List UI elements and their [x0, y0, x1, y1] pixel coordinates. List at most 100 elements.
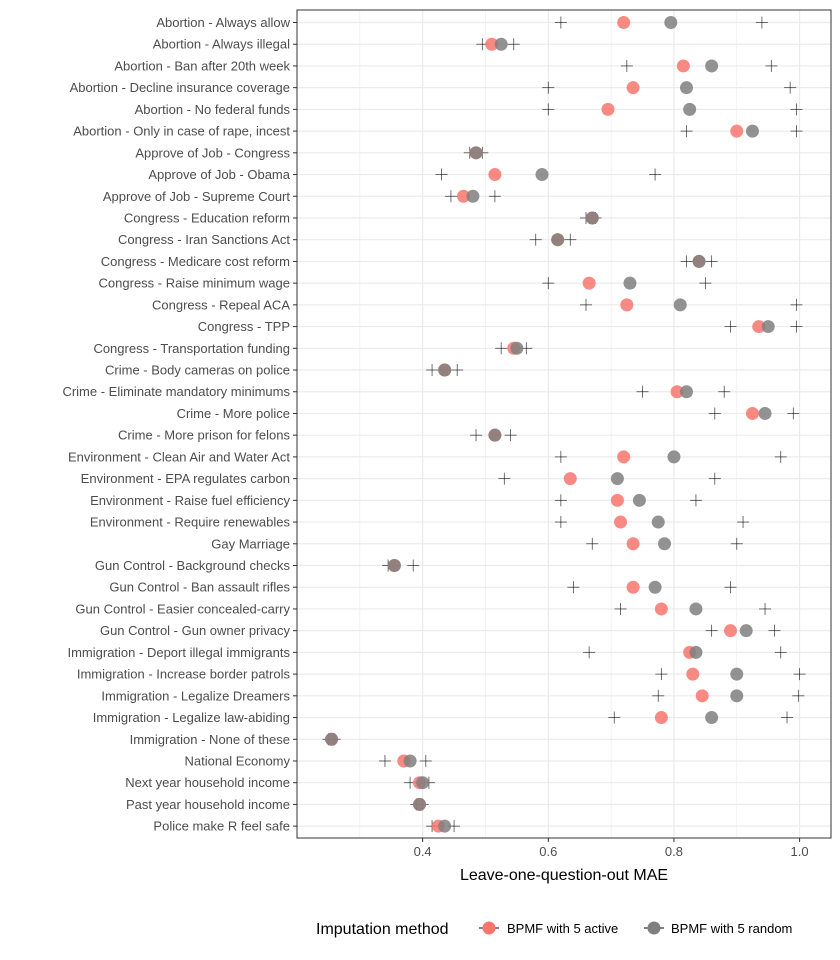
y-tick-label: Abortion - Always illegal — [153, 37, 290, 52]
y-tick-label: Next year household income — [125, 775, 290, 790]
range-low-marker — [554, 516, 567, 529]
random-point — [680, 385, 694, 399]
active-point — [626, 580, 640, 594]
random-point — [739, 624, 753, 638]
y-axis: Abortion - Always allow Abortion - Always… — [62, 15, 297, 834]
random-point — [730, 667, 744, 681]
active-point — [670, 385, 684, 399]
range-low-marker — [652, 689, 665, 702]
random-point — [667, 450, 681, 464]
range-low-marker — [636, 385, 649, 398]
random-point — [403, 754, 417, 768]
active-point — [676, 59, 690, 73]
random-point — [651, 515, 665, 529]
y-tick-label: Immigration - Increase border patrols — [77, 667, 291, 682]
y-tick-label: National Economy — [185, 753, 291, 768]
y-tick-label: Immigration - Legalize Dreamers — [101, 688, 290, 703]
range-high-marker — [790, 320, 803, 333]
y-tick-label: Abortion - Always allow — [156, 15, 290, 30]
random-point — [551, 233, 565, 247]
random-point — [488, 428, 502, 442]
range-high-marker — [724, 581, 737, 594]
range-low-marker — [542, 277, 555, 290]
random-point — [585, 211, 599, 225]
range-low-marker — [620, 59, 633, 72]
random-point — [438, 819, 452, 833]
range-low-marker — [614, 602, 627, 615]
random-point — [683, 102, 697, 116]
random-point — [680, 81, 694, 95]
random-point — [761, 320, 775, 334]
y-tick-label: Approve of Job - Obama — [148, 167, 290, 182]
range-high-marker — [759, 602, 772, 615]
active-point — [654, 602, 668, 616]
range-high-marker — [451, 364, 464, 377]
active-point — [601, 102, 615, 116]
random-point — [623, 276, 637, 290]
range-low-marker — [554, 450, 567, 463]
range-high-marker — [793, 668, 806, 681]
y-tick-label: Gun Control - Background checks — [95, 558, 291, 573]
range-high-marker — [784, 81, 797, 94]
range-low-marker — [567, 581, 580, 594]
range-high-marker — [774, 646, 787, 659]
y-tick-label: Past year household income — [126, 797, 290, 812]
range-low-marker — [554, 494, 567, 507]
random-point — [632, 493, 646, 507]
y-tick-label: Gun Control - Ban assault rifles — [109, 580, 290, 595]
legend-key-active-dot — [482, 921, 496, 935]
active-point — [626, 537, 640, 551]
range-high-marker — [504, 429, 517, 442]
range-low-marker — [583, 646, 596, 659]
active-point — [745, 406, 759, 420]
y-tick-label: Crime - Eliminate mandatory minimums — [62, 384, 290, 399]
y-tick-label: Immigration - Deport illegal immigrants — [67, 645, 290, 660]
range-high-marker — [790, 298, 803, 311]
range-high-marker — [792, 689, 805, 702]
range-low-marker — [724, 320, 737, 333]
range-high-marker — [507, 38, 520, 51]
range-low-marker — [444, 190, 457, 203]
legend-key-active — [479, 921, 499, 935]
random-point — [689, 645, 703, 659]
random-point — [494, 37, 508, 51]
y-tick-label: Environment - Clean Air and Water Act — [68, 449, 290, 464]
legend-title: Imputation method — [316, 921, 449, 938]
range-high-marker — [781, 711, 794, 724]
range-high-marker — [649, 168, 662, 181]
y-tick-label: Immigration - None of these — [130, 732, 290, 747]
grid — [297, 10, 831, 838]
range-high-marker — [689, 494, 702, 507]
range-low-marker — [705, 624, 718, 637]
random-point — [438, 363, 452, 377]
active-point — [617, 450, 631, 464]
random-point — [610, 472, 624, 486]
range-low-marker — [554, 16, 567, 29]
range-high-marker — [790, 125, 803, 138]
range-low-marker — [680, 125, 693, 138]
range-low-marker — [586, 537, 599, 550]
y-tick-label: Crime - Body cameras on police — [105, 363, 290, 378]
active-point — [654, 711, 668, 725]
range-high-marker — [774, 450, 787, 463]
y-tick-label: Congress - Education reform — [124, 210, 290, 225]
range-low-marker — [608, 711, 621, 724]
active-point — [686, 667, 700, 681]
range-high-marker — [564, 233, 577, 246]
y-tick-label: Environment - Require renewables — [90, 515, 291, 530]
random-point — [758, 406, 772, 420]
random-point — [730, 689, 744, 703]
y-tick-label: Approve of Job - Supreme Court — [103, 189, 291, 204]
x-axis-label: Leave-one-question-out MAE — [460, 867, 668, 884]
active-point — [582, 276, 596, 290]
range-high-marker — [718, 385, 731, 398]
active-point — [752, 320, 766, 334]
y-tick-label: Environment - EPA regulates carbon — [81, 471, 290, 486]
panel-border — [296, 9, 832, 839]
y-tick-label: Abortion - Only in case of rape, incest — [73, 124, 290, 139]
active-point — [614, 515, 628, 529]
y-tick-label: Gay Marriage — [211, 536, 290, 551]
y-tick-label: Congress - TPP — [198, 319, 290, 334]
legend-label-active: BPMF with 5 active — [507, 921, 618, 936]
